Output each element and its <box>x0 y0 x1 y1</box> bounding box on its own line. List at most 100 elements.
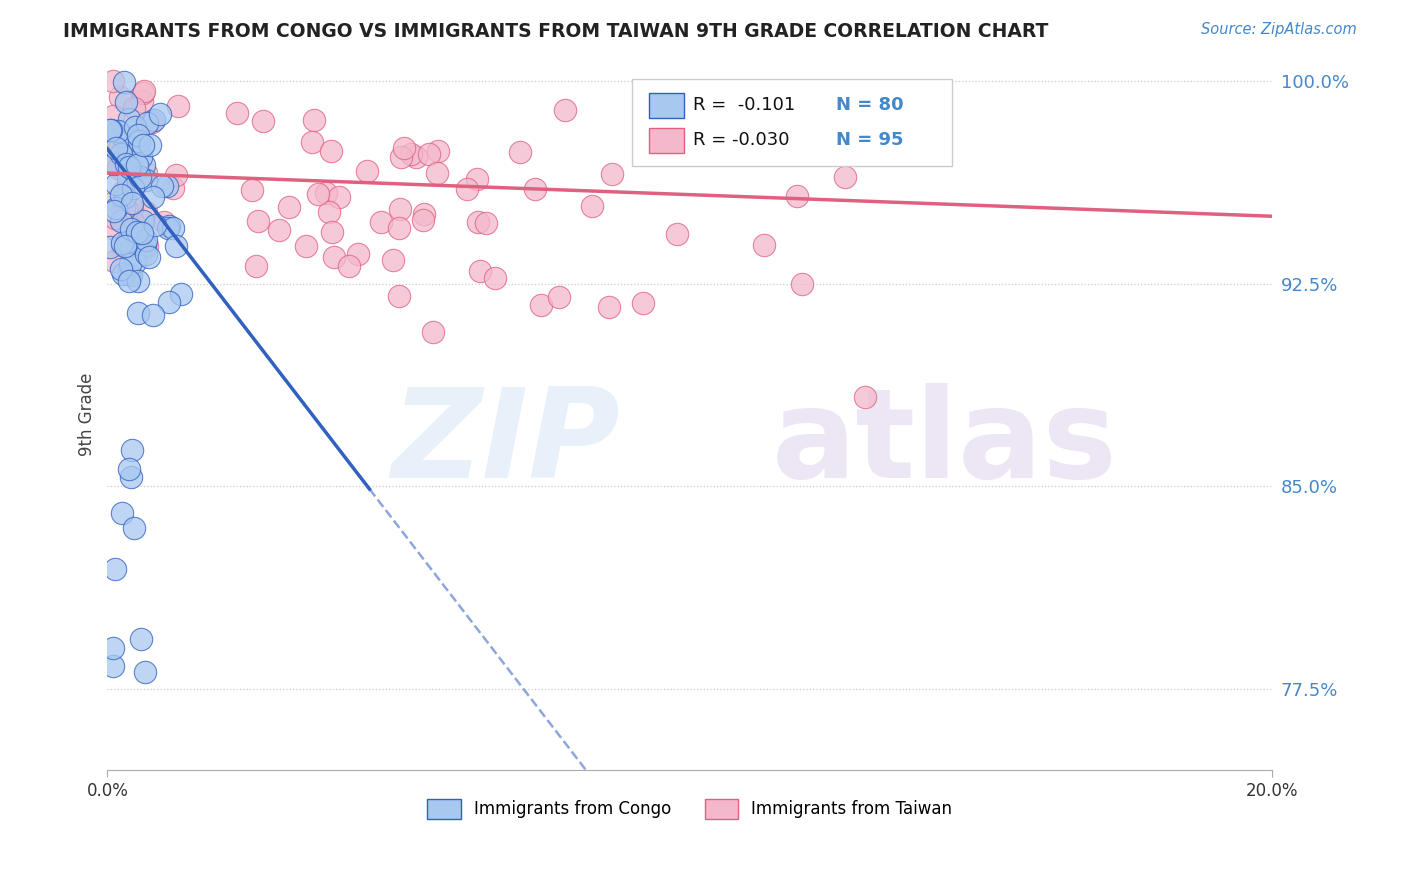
Point <box>581 199 603 213</box>
Point <box>156 221 179 235</box>
Point <box>226 106 249 120</box>
Point <box>127 306 149 320</box>
Point <box>112 184 135 198</box>
Point <box>124 135 146 149</box>
Point <box>120 268 142 282</box>
Point <box>834 169 856 184</box>
Point <box>645 128 668 143</box>
Point <box>111 506 134 520</box>
Point <box>134 665 156 679</box>
Point <box>131 213 153 227</box>
Point <box>122 520 145 534</box>
Point <box>245 259 267 273</box>
Point <box>129 632 152 646</box>
Point <box>117 141 139 155</box>
Point <box>136 239 159 253</box>
Point <box>319 145 342 159</box>
Point <box>132 242 155 256</box>
Point <box>835 112 858 127</box>
Point <box>98 240 121 254</box>
Text: N = 95: N = 95 <box>835 131 903 149</box>
Point <box>132 138 155 153</box>
Point <box>392 141 415 155</box>
Point <box>547 289 569 303</box>
Point <box>117 172 139 186</box>
Point <box>127 274 149 288</box>
Point <box>110 147 132 161</box>
Point <box>427 144 450 158</box>
Point <box>104 562 127 576</box>
Point <box>328 190 350 204</box>
Bar <box>650 128 685 153</box>
Point <box>135 233 157 247</box>
Point <box>356 164 378 178</box>
Point <box>134 237 156 252</box>
Point <box>124 235 146 250</box>
Point <box>110 213 132 227</box>
Point <box>141 115 163 129</box>
Point <box>135 166 157 180</box>
Point <box>114 238 136 252</box>
Point <box>321 225 343 239</box>
Point <box>103 253 125 268</box>
Point <box>117 178 139 192</box>
Text: N = 80: N = 80 <box>835 96 903 114</box>
Point <box>120 469 142 483</box>
Point <box>149 107 172 121</box>
Point <box>127 158 149 172</box>
Text: atlas: atlas <box>772 383 1118 504</box>
Point <box>114 190 136 204</box>
Point <box>118 462 141 476</box>
Point <box>246 214 269 228</box>
Point <box>111 236 134 251</box>
Point <box>382 252 405 267</box>
Point <box>127 225 149 239</box>
Point <box>150 178 173 193</box>
Point <box>110 237 132 252</box>
Point <box>100 123 122 137</box>
Point <box>104 194 127 208</box>
Point <box>135 204 157 219</box>
Point <box>142 309 165 323</box>
Point <box>422 325 444 339</box>
Point <box>128 134 150 148</box>
Point <box>107 143 129 157</box>
Point <box>108 90 131 104</box>
Point <box>162 181 184 195</box>
Point <box>405 150 427 164</box>
Point <box>103 640 125 655</box>
Point <box>389 149 412 163</box>
Point <box>418 146 440 161</box>
Point <box>104 221 127 235</box>
Point <box>111 267 134 281</box>
Point <box>103 129 125 144</box>
Point <box>112 75 135 89</box>
Point <box>399 146 422 161</box>
Point <box>103 74 125 88</box>
Point <box>723 107 745 121</box>
Point <box>252 114 274 128</box>
Point <box>388 202 411 216</box>
Point <box>118 274 141 288</box>
Point <box>530 298 553 312</box>
Point <box>128 226 150 240</box>
Point <box>107 161 129 175</box>
Point <box>294 239 316 253</box>
Point <box>267 223 290 237</box>
Point <box>121 202 143 216</box>
Point <box>117 161 139 175</box>
Point <box>103 157 125 171</box>
Point <box>152 215 174 229</box>
Point <box>301 135 323 149</box>
Point <box>129 170 152 185</box>
Point <box>112 201 135 215</box>
Point <box>602 167 624 181</box>
Point <box>110 187 132 202</box>
Point <box>631 296 654 310</box>
Text: IMMIGRANTS FROM CONGO VS IMMIGRANTS FROM TAIWAN 9TH GRADE CORRELATION CHART: IMMIGRANTS FROM CONGO VS IMMIGRANTS FROM… <box>63 22 1049 41</box>
Point <box>117 202 139 217</box>
Point <box>129 150 152 164</box>
Text: ZIP: ZIP <box>391 383 620 504</box>
Point <box>388 220 411 235</box>
Point <box>166 99 188 113</box>
